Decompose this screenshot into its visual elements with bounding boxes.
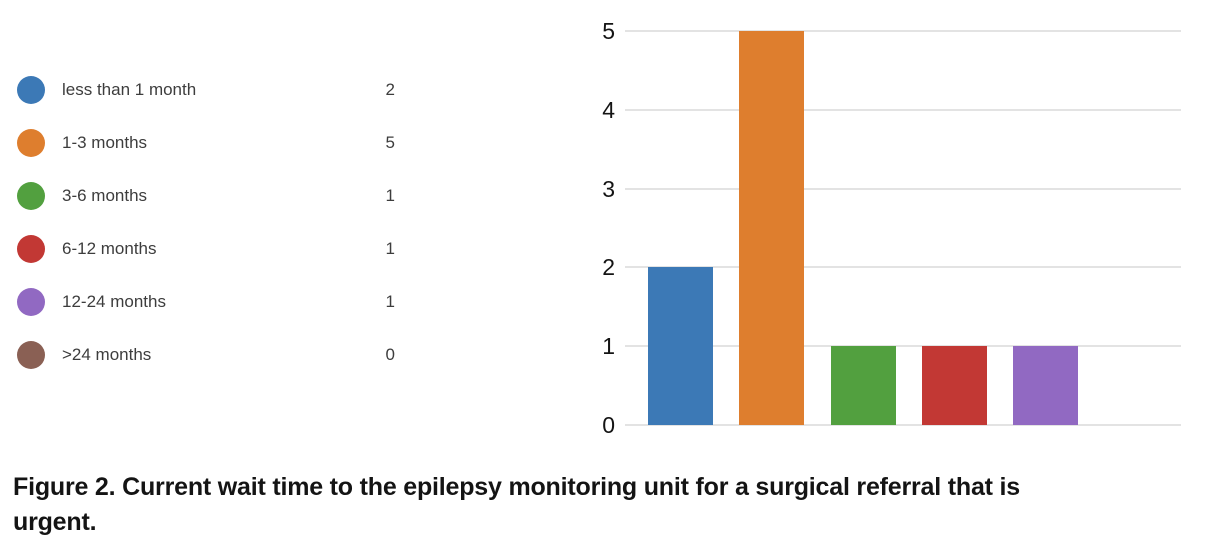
gridline — [625, 187, 1181, 190]
legend-color-dot — [17, 76, 45, 104]
legend-item-count: 5 — [385, 133, 395, 152]
legend-color-dot — [17, 341, 45, 369]
legend-item-label: less than 1 month — [62, 80, 197, 99]
legend-item-label: 3-6 months — [62, 186, 148, 205]
legend-color-dot — [17, 288, 45, 316]
gridline — [625, 345, 1181, 348]
legend-item-label: >24 months — [62, 345, 152, 364]
legend-item: 12-24 months 1 — [17, 288, 395, 316]
bar-chart-plot: 0 1 2 3 4 5 — [602, 18, 1181, 438]
y-axis-tick-label: 1 — [602, 333, 615, 360]
y-axis-tick-label: 3 — [602, 175, 615, 202]
legend-item: 6-12 months 1 — [17, 235, 395, 263]
gridline — [625, 266, 1181, 269]
bar-3-6-months — [830, 346, 896, 425]
bar-12-24-months — [1013, 346, 1079, 425]
legend-item-count: 0 — [385, 345, 395, 364]
gridline — [625, 108, 1181, 111]
legend-color-dot — [17, 235, 45, 263]
figure-caption: Figure 2. Current wait time to the epile… — [13, 470, 1193, 540]
gridline — [625, 424, 1181, 426]
legend-item-count: 1 — [385, 292, 395, 311]
legend-item-count: 2 — [385, 80, 395, 99]
legend-item: 3-6 months 1 — [17, 182, 395, 210]
figure-caption-line2: urgent. — [13, 508, 97, 536]
legend-item-label: 1-3 months — [62, 133, 148, 152]
legend-item-count: 1 — [385, 239, 395, 258]
bar-6-12-months — [922, 346, 987, 425]
gridline — [625, 30, 1181, 32]
y-axis-tick-label: 2 — [602, 254, 615, 281]
legend-item-count: 1 — [385, 186, 395, 205]
legend-color-dot — [17, 182, 45, 210]
legend-item: >24 months 0 — [17, 341, 395, 369]
legend-item-label: 12-24 months — [62, 292, 166, 311]
legend-item: 1-3 months 5 — [17, 129, 395, 157]
legend-item-label: 6-12 months — [62, 239, 157, 258]
figure-caption-line1: Figure 2. Current wait time to the epile… — [13, 473, 1020, 501]
y-axis-tick-label: 4 — [602, 96, 615, 123]
legend-item: less than 1 month 2 — [17, 76, 395, 104]
bar-1-3-months — [739, 31, 805, 425]
bar-less-than-1-month — [648, 267, 713, 425]
chart-legend: less than 1 month 2 1-3 months 5 3-6 mon… — [17, 76, 395, 394]
y-axis-tick-label: 5 — [602, 18, 615, 44]
y-axis-tick-label: 0 — [602, 412, 615, 438]
legend-color-dot — [17, 129, 45, 157]
